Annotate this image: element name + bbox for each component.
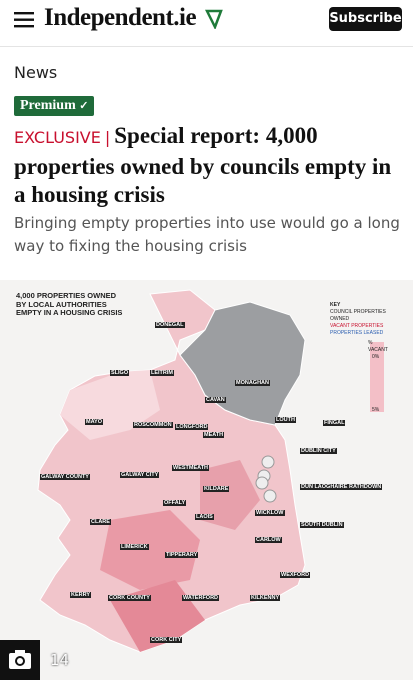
map — [37, 289, 384, 653]
key-scale-min: 0% — [372, 354, 380, 360]
key-heading: KEY — [330, 302, 341, 308]
county-label: WICKLOW — [255, 510, 285, 516]
key-items: COUNCIL PROPERTIES OWNED VACANT PROPERTIE… — [330, 309, 392, 337]
county-label: SOUTH DUBLIN — [300, 522, 344, 528]
county-label: SLIGO — [110, 370, 130, 376]
county-label: LOUTH — [275, 417, 296, 423]
county-label: CLARE — [90, 519, 111, 525]
county-label: CARLOW — [255, 537, 282, 543]
county-label: CORK CITY — [150, 637, 183, 643]
title: Special report: 4,000 properties owned b… — [14, 123, 392, 207]
badge-text: Premium — [20, 98, 76, 113]
county-label: DUN LAOGHAIRE RATHDOWN — [300, 484, 383, 490]
county-label: ROSCOMMON — [133, 422, 173, 428]
key-item: PROPERTIES LEASED — [330, 330, 384, 336]
county-label: CORK COUNTY — [108, 595, 151, 601]
image-title: 4,000 PROPERTIES OWNED BY LOCAL AUTHORIT… — [16, 291, 123, 317]
subscribe-button[interactable]: Subscribe — [329, 7, 402, 31]
subtitle: Bringing empty properties into use would… — [14, 214, 400, 255]
gallery-button[interactable] — [0, 640, 40, 680]
county-label: WATERFORD — [182, 595, 220, 601]
harp-icon — [205, 9, 223, 29]
key-scale-max: 5% — [372, 407, 380, 413]
top-bar: Independent.ie Subscribe — [0, 0, 413, 47]
county-label: LEITRIM — [150, 370, 174, 376]
key-item: VACANT PROPERTIES — [330, 323, 384, 329]
county-label: GALWAY CITY — [120, 472, 160, 478]
county-label: GALWAY COUNTY — [40, 474, 90, 480]
county-label: CAVAN — [205, 397, 226, 403]
county-label: DONEGAL — [155, 322, 185, 328]
county-label: FINGAL — [323, 420, 346, 426]
headline: EXCLUSIVE | Special report: 4,000 properti… — [14, 122, 406, 210]
county-label: LONGFORD — [175, 424, 209, 430]
county-label: KILDARE — [203, 486, 230, 492]
key-item: COUNCIL PROPERTIES OWNED — [330, 309, 386, 322]
county-label: LAOIS — [195, 514, 214, 520]
county-label: MONAGHAN — [235, 380, 270, 386]
key: KEY COUNCIL PROPERTIES OWNED VACANT PROPE… — [330, 302, 392, 414]
kicker: EXCLUSIVE — [14, 128, 101, 147]
county-label: KILKENNY — [250, 595, 281, 601]
county-label: DUBLIN CITY — [300, 448, 337, 454]
county-label: TIPPERARY — [165, 552, 199, 558]
logo[interactable]: Independent.ie — [44, 4, 197, 31]
menu-icon[interactable] — [14, 12, 34, 28]
county-label: OFFALY — [163, 500, 187, 506]
county-label: KERRY — [70, 592, 92, 598]
county-label: MEATH — [203, 432, 225, 438]
county-label: WEXFORD — [280, 572, 311, 578]
county-label: LIMERICK — [120, 544, 149, 550]
key-scale-title: % VACANT — [368, 340, 388, 353]
separator: | — [104, 128, 111, 147]
key-scale — [370, 342, 384, 412]
premium-badge: Premium ✓ — [14, 96, 95, 116]
camera-icon — [9, 650, 31, 669]
county-label: MAYO — [85, 419, 103, 425]
section-label[interactable]: News — [14, 63, 58, 82]
county-label: WESTMEATH — [172, 465, 210, 471]
image-counter: 14 — [50, 651, 70, 669]
article-image[interactable]: 4,000 PROPERTIES OWNED BY LOCAL AUTHORIT… — [0, 280, 413, 680]
